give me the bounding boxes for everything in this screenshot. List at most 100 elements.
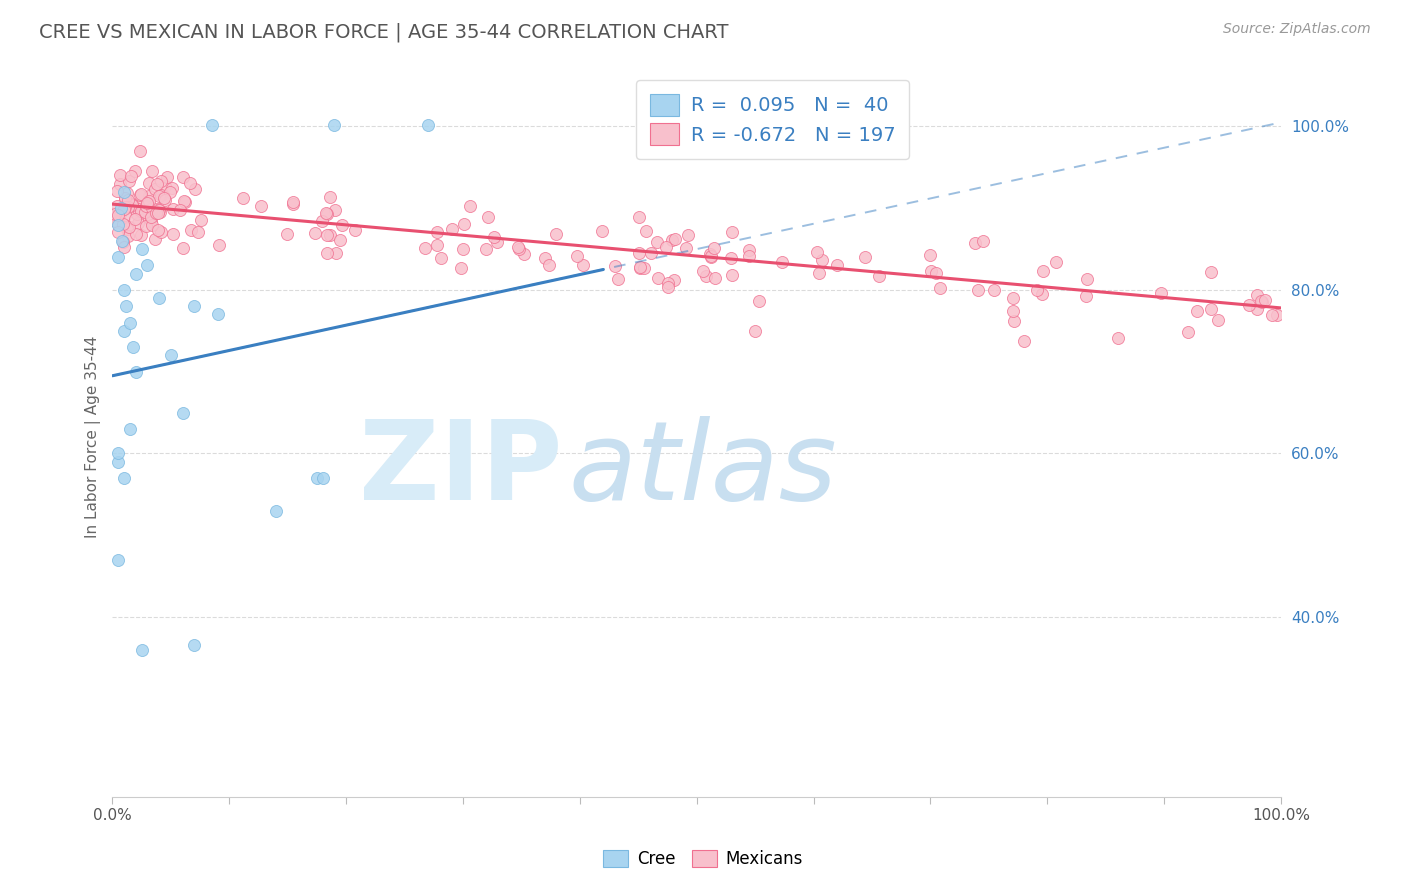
Point (138, 189, 160, 203)
Point (513, 247, 536, 261)
Text: Source: ZipAtlas.com: Source: ZipAtlas.com (1223, 22, 1371, 37)
Point (125, 365, 148, 379)
Point (143, 231, 166, 245)
Point (112, 239, 135, 253)
Point (122, 340, 145, 354)
Point (1253, 293, 1275, 308)
Point (537, 258, 560, 272)
Point (1250, 294, 1272, 309)
Point (983, 283, 1005, 297)
Point (118, 316, 141, 330)
Point (127, 207, 149, 221)
Point (440, 222, 463, 236)
Point (148, 291, 170, 305)
Point (149, 205, 172, 219)
Point (117, 200, 139, 214)
Point (1206, 313, 1229, 327)
Point (1150, 285, 1173, 300)
Point (125, 267, 148, 281)
Point (281, 195, 304, 210)
Point (640, 246, 662, 260)
Point (630, 261, 652, 276)
Legend: Cree, Mexicans: Cree, Mexicans (596, 843, 810, 875)
Point (486, 235, 509, 249)
Point (963, 236, 986, 251)
Point (276, 227, 298, 241)
Point (121, 197, 143, 211)
Legend: R =  0.095   N =  40, R = -0.672   N = 197: R = 0.095 N = 40, R = -0.672 N = 197 (637, 80, 910, 159)
Point (920, 248, 942, 262)
Point (146, 177, 169, 191)
Point (703, 271, 725, 285)
Point (925, 266, 948, 280)
Point (426, 237, 449, 252)
Point (179, 176, 201, 190)
Point (104, 214, 127, 228)
Point (855, 250, 877, 264)
Point (129, 145, 152, 159)
Point (305, 471, 328, 485)
Point (1199, 302, 1222, 317)
Point (146, 223, 169, 237)
Point (148, 189, 170, 203)
Point (148, 202, 170, 217)
Point (565, 249, 588, 263)
Point (1026, 283, 1049, 297)
Point (148, 203, 170, 218)
Point (112, 324, 135, 338)
Point (118, 422, 141, 436)
Point (138, 211, 160, 226)
Point (416, 118, 439, 132)
Point (108, 177, 131, 191)
Point (868, 268, 890, 283)
Point (1012, 334, 1035, 349)
Point (139, 211, 162, 225)
Point (146, 205, 169, 219)
Point (143, 202, 166, 217)
Point (160, 348, 183, 362)
Point (141, 163, 163, 178)
Point (187, 225, 209, 239)
Point (453, 217, 475, 231)
Point (162, 202, 184, 216)
Point (678, 227, 700, 242)
Point (112, 471, 135, 485)
Point (703, 241, 725, 255)
Point (141, 201, 163, 215)
Point (657, 276, 679, 290)
Point (120, 169, 142, 183)
Point (149, 225, 172, 239)
Point (183, 639, 205, 653)
Point (129, 188, 152, 202)
Point (107, 454, 129, 468)
Point (172, 170, 194, 185)
Point (250, 199, 273, 213)
Point (115, 299, 138, 313)
Point (312, 471, 335, 485)
Point (136, 259, 159, 273)
Point (482, 230, 505, 244)
Point (533, 251, 555, 265)
Point (153, 193, 176, 207)
Point (169, 202, 191, 217)
Point (162, 227, 184, 242)
Point (174, 194, 197, 209)
Point (737, 249, 759, 263)
Point (104, 207, 127, 221)
Point (120, 196, 142, 211)
Point (628, 210, 651, 224)
Point (633, 260, 655, 275)
Point (107, 225, 129, 239)
Point (744, 324, 766, 338)
Point (1002, 303, 1025, 318)
Point (1261, 308, 1284, 322)
Point (118, 219, 141, 234)
Point (1076, 272, 1098, 286)
Point (111, 234, 134, 248)
Point (124, 163, 146, 178)
Point (105, 199, 128, 213)
Point (138, 176, 160, 190)
Point (738, 244, 761, 258)
Point (700, 250, 723, 264)
Point (720, 251, 742, 265)
